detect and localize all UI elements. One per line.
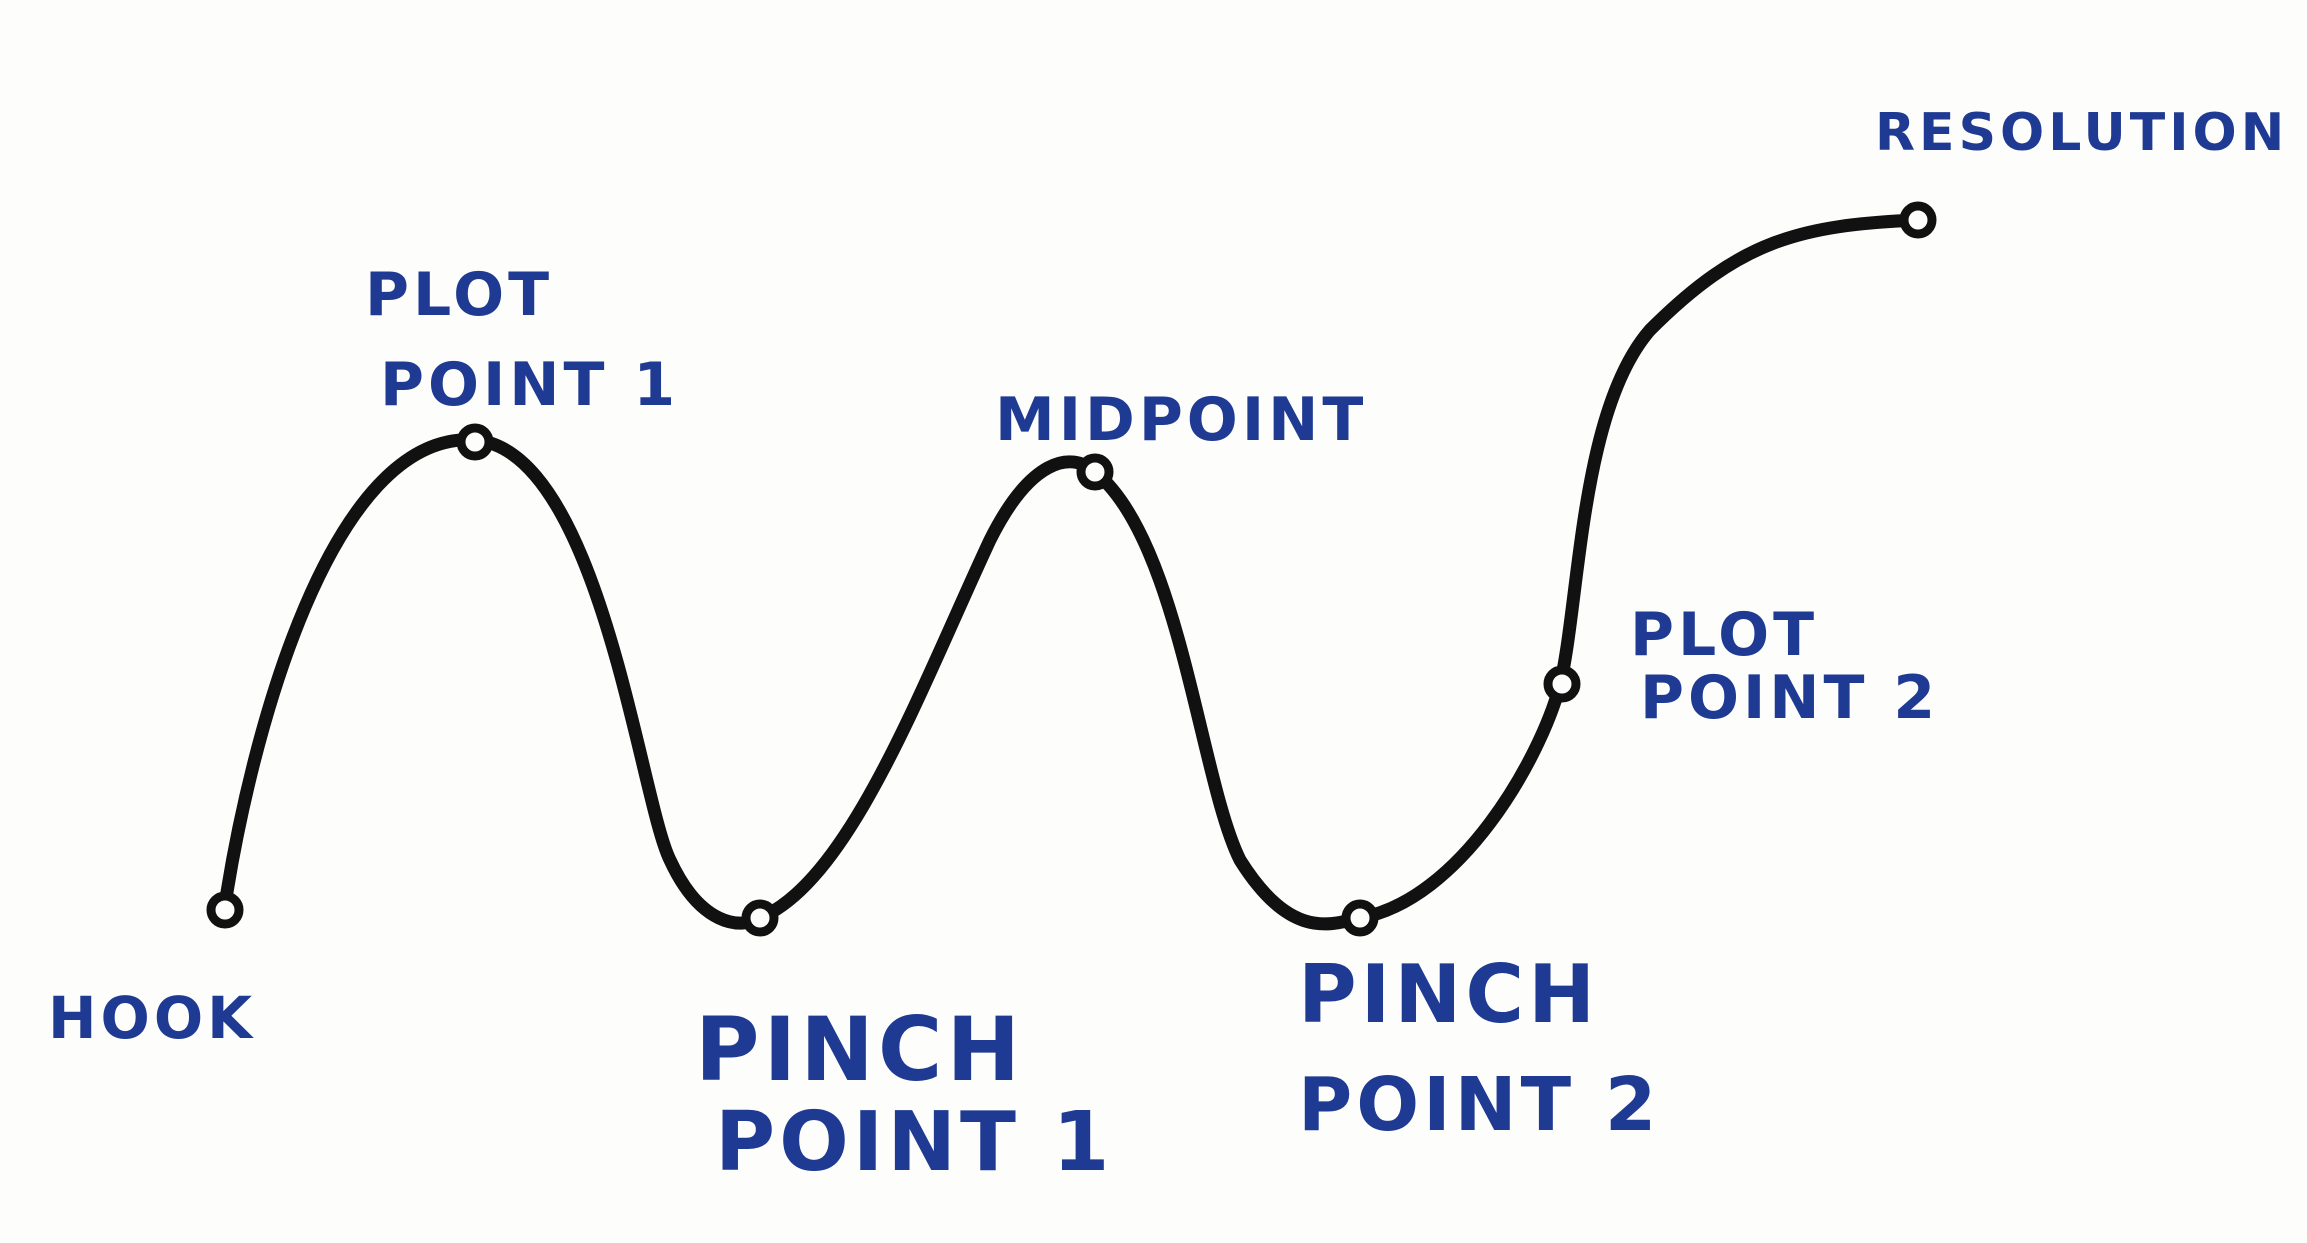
hook-label: HOOK (48, 984, 256, 1052)
midpoint-label: MIDPOINT (995, 385, 1367, 455)
plot-point-2-marker (1543, 665, 1581, 703)
pinch-point-2-label-line2: POINT 2 (1298, 1062, 1660, 1148)
hook-marker (206, 891, 244, 929)
pinch-point-1-label-line1: PINCH (695, 998, 1024, 1101)
pinch-point-2-label-line1: PINCH (1298, 948, 1599, 1041)
resolution-label: RESOLUTION (1875, 103, 2288, 163)
plot-point-1-label-line2: POINT 1 (380, 350, 679, 420)
plot-point-1-marker (456, 423, 494, 461)
plot-point-1-label-line1: PLOT (365, 260, 553, 330)
plot-point-2-label-line1: PLOT (1630, 600, 1818, 670)
plot-point-2-label-line2: POINT 2 (1640, 663, 1939, 733)
midpoint-marker (1076, 453, 1114, 491)
pinch-point-1-marker (741, 899, 779, 937)
pinch-point-1-label-line2: POINT 1 (715, 1095, 1113, 1190)
pinch-point-2-marker (1341, 899, 1379, 937)
resolution-marker (1899, 201, 1937, 239)
